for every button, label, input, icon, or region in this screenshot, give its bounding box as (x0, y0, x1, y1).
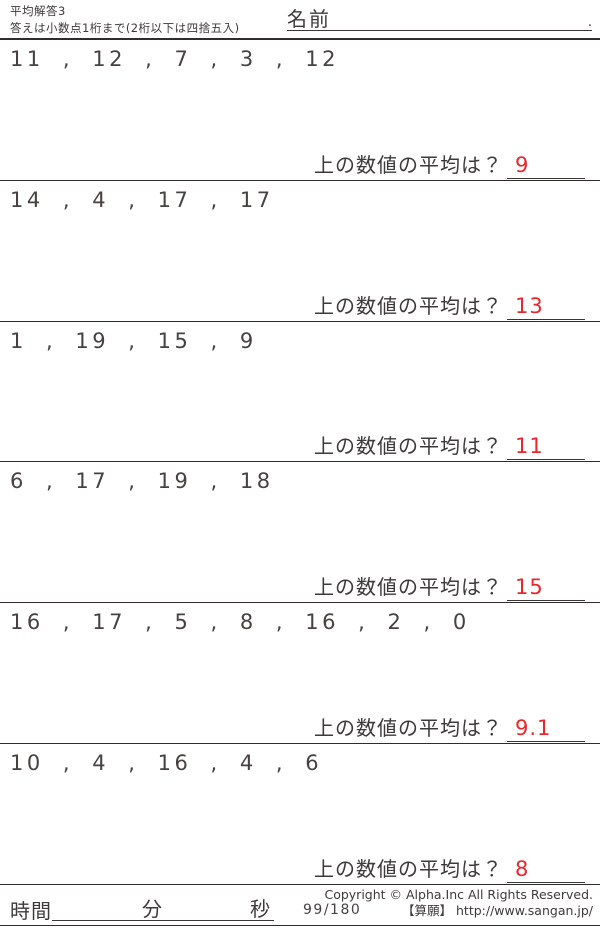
problems-list: 11 , 12 , 7 , 3 , 12 上の数値の平均は？ 9 14 , 4 … (0, 40, 600, 885)
answer-row: 上の数値の平均は？ 13 (314, 290, 585, 320)
seconds-label: 秒 (250, 897, 270, 921)
copyright: Copyright © Alpha.Inc All Rights Reserve… (324, 887, 593, 918)
answer-row: 上の数値の平均は？ 9 (314, 149, 585, 179)
number-list: 10 , 4 , 16 , 4 , 6 (10, 751, 323, 776)
number-list: 6 , 17 , 19 , 18 (10, 469, 274, 494)
answer-value: 13 (507, 294, 585, 320)
name-label: 名前 (287, 7, 331, 31)
problem-section: 14 , 4 , 17 , 17 上の数値の平均は？ 13 (0, 181, 600, 322)
problem-section: 6 , 17 , 19 , 18 上の数値の平均は？ 15 (0, 462, 600, 604)
answer-value: 11 (507, 434, 585, 461)
average-question-label: 上の数値の平均は？ (314, 856, 503, 881)
minutes-label: 分 (142, 897, 162, 921)
time-label: 時間 (10, 899, 52, 923)
average-question-label: 上の数値の平均は？ (314, 152, 503, 177)
header-title-block: 平均解答3 答えは小数点1桁まで(2桁以下は四捨五入) (10, 3, 240, 38)
answer-row: 上の数値の平均は？ 9.1 (314, 712, 585, 743)
number-list: 1 , 19 , 15 , 9 (10, 328, 257, 353)
answer-row: 上の数値の平均は？ 11 (314, 430, 585, 461)
footer: 時間 分 秒 99/180 Copyright © Alpha.Inc All … (0, 885, 600, 926)
answer-row: 上の数値の平均は？ 15 (314, 571, 585, 602)
number-list: 16 , 17 , 5 , 8 , 16 , 2 , 0 (10, 610, 470, 635)
worksheet-subtitle: 答えは小数点1桁まで(2桁以下は四捨五入) (10, 21, 240, 36)
number-list: 11 , 12 , 7 , 3 , 12 (10, 47, 339, 71)
problem-section: 16 , 17 , 5 , 8 , 16 , 2 , 0 上の数値の平均は？ 9… (0, 603, 600, 745)
header: 平均解答3 答えは小数点1桁まで(2桁以下は四捨五入) 名前 . (0, 0, 600, 40)
worksheet-title: 平均解答3 (10, 4, 66, 18)
problem-section: 10 , 4 , 16 , 4 , 6 上の数値の平均は？ 8 (0, 744, 600, 885)
number-list: 14 , 4 , 17 , 17 (10, 187, 274, 212)
copyright-line1: Copyright © Alpha.Inc All Rights Reserve… (324, 887, 593, 902)
answer-value: 15 (507, 575, 585, 602)
answer-row: 上の数値の平均は？ 8 (314, 853, 585, 883)
copyright-line2: 【算願】 http://www.sangan.jp/ (402, 902, 593, 918)
name-field: 名前 . (287, 4, 592, 31)
answer-value: 8 (507, 857, 585, 883)
average-question-label: 上の数値の平均は？ (314, 434, 503, 459)
time-field: 時間 分 秒 (10, 899, 274, 921)
average-question-label: 上の数値の平均は？ (314, 716, 503, 741)
answer-value: 9 (507, 153, 585, 179)
average-question-label: 上の数値の平均は？ (314, 575, 503, 600)
problem-section: 11 , 12 , 7 , 3 , 12 上の数値の平均は？ 9 (0, 40, 600, 181)
answer-value: 9.1 (507, 716, 585, 743)
page-number: 99/180 (303, 902, 362, 918)
average-question-label: 上の数値の平均は？ (314, 293, 503, 318)
time-blank-line: 分 秒 (52, 899, 274, 921)
problem-section: 1 , 19 , 15 , 9 上の数値の平均は？ 11 (0, 322, 600, 463)
name-line-suffix: . (587, 15, 592, 30)
